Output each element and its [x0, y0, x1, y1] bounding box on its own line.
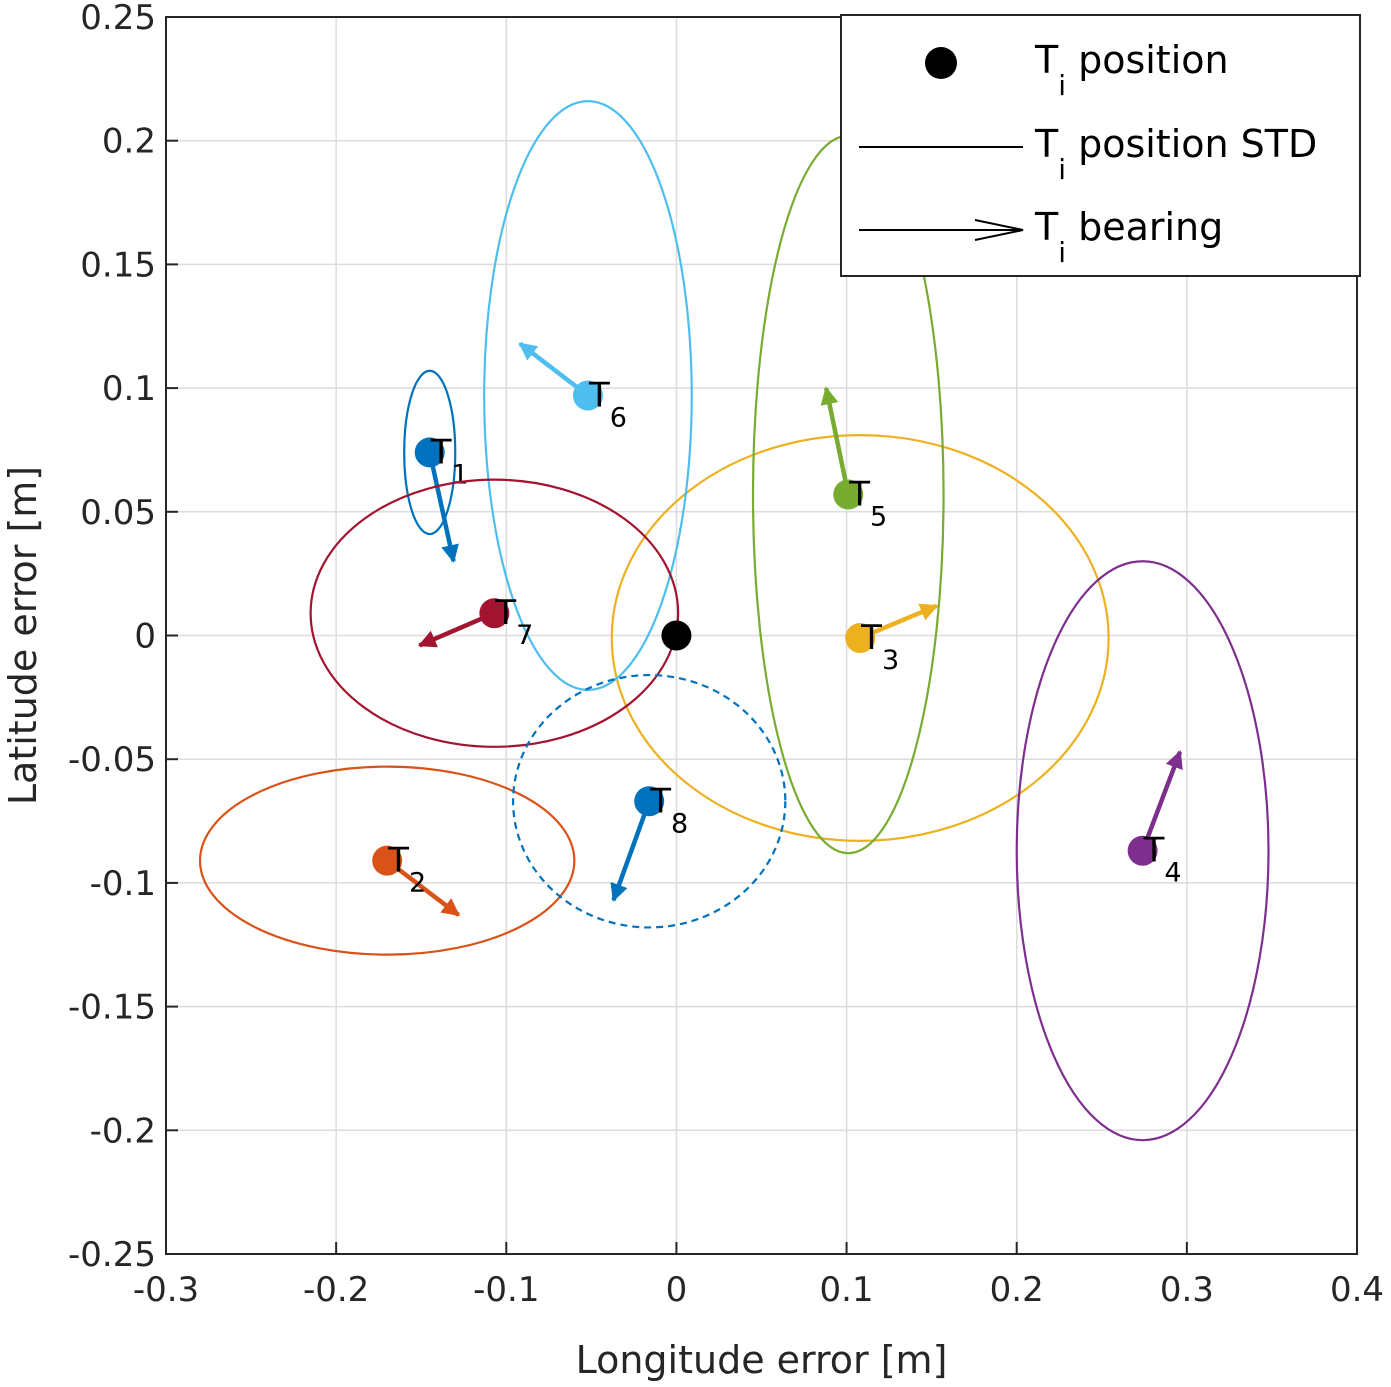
legend-entry: Ti position STD [859, 122, 1317, 186]
y-tick-label: 0.05 [80, 493, 156, 533]
x-tick-label: 0.2 [990, 1270, 1044, 1310]
std-ellipse [1015, 560, 1270, 1142]
position-marker [414, 437, 445, 468]
point-label: T7 [494, 593, 533, 651]
std-ellipse [511, 673, 787, 929]
legend-label: Ti position [1034, 38, 1229, 102]
y-tick-label: -0.1 [90, 864, 156, 904]
y-tick-label: -0.05 [68, 740, 156, 780]
x-tick-label: -0.1 [473, 1270, 539, 1310]
y-tick-label: 0 [134, 617, 156, 657]
bearing-arrow [610, 800, 652, 902]
std-ellipse [483, 100, 693, 692]
position-marker [572, 380, 603, 411]
legend-label: Ti position STD [1034, 122, 1317, 186]
series-t1: T1 [403, 369, 469, 564]
point-label: T2 [387, 841, 426, 899]
y-tick-label: -0.15 [68, 988, 156, 1028]
series-t6: T6 [483, 100, 693, 692]
position-marker [634, 786, 665, 817]
series-t2: T2 [198, 765, 576, 956]
std-ellipse [610, 434, 1110, 842]
position-marker [372, 845, 403, 876]
y-tick-label: 0.2 [102, 122, 156, 162]
x-tick-label: 0 [666, 1270, 688, 1310]
y-tick-label: 0.25 [80, 0, 156, 38]
std-ellipse [403, 369, 457, 536]
legend-arrowhead [974, 219, 1024, 241]
series-t8: T8 [511, 673, 787, 929]
x-tick-label: 0.1 [820, 1270, 874, 1310]
x-tick-label: 0.4 [1330, 1270, 1384, 1310]
position-marker [845, 622, 876, 653]
position-marker [479, 598, 510, 629]
x-tick-label: -0.2 [303, 1270, 369, 1310]
point-label: T3 [860, 618, 899, 676]
legend: Ti position Ti position STD Ti bearing [840, 14, 1361, 277]
bearing-arrow [820, 386, 851, 495]
reference-point [661, 620, 692, 651]
legend-entry: Ti position [925, 38, 1229, 102]
std-ellipse [309, 478, 680, 748]
x-tick-label: 0.3 [1160, 1270, 1214, 1310]
y-tick-label: 0.1 [102, 369, 156, 409]
position-marker [833, 479, 864, 510]
series-t3: T3 [610, 434, 1110, 842]
y-axis-label: Latitude error [m] [1, 466, 45, 805]
point-label: T5 [848, 474, 887, 532]
y-tick-label: -0.25 [68, 1235, 156, 1275]
origin-marker [661, 620, 692, 651]
point-label: T8 [649, 781, 688, 839]
legend-label: Ti bearing [1034, 205, 1223, 269]
series-t4: T4 [1015, 560, 1270, 1142]
bearing-arrow [427, 451, 459, 564]
std-ellipse [198, 765, 576, 956]
x-axis-label: Longitude error [m] [576, 1338, 948, 1382]
data-series: T1 T2 T3 T4 T5 T6 T7 T8 [198, 100, 1270, 1142]
point-label: T4 [1143, 831, 1182, 889]
x-tick-label: -0.3 [133, 1270, 199, 1310]
y-tick-label: -0.2 [90, 1111, 156, 1151]
series-t7: T7 [309, 478, 680, 748]
y-tick-label: 0.15 [80, 245, 156, 285]
legend-marker-symbol [925, 47, 957, 79]
legend-entry: Ti bearing [859, 205, 1223, 269]
position-marker [1127, 835, 1158, 866]
bearing-arrow [1140, 750, 1183, 852]
point-label: T6 [588, 376, 627, 434]
